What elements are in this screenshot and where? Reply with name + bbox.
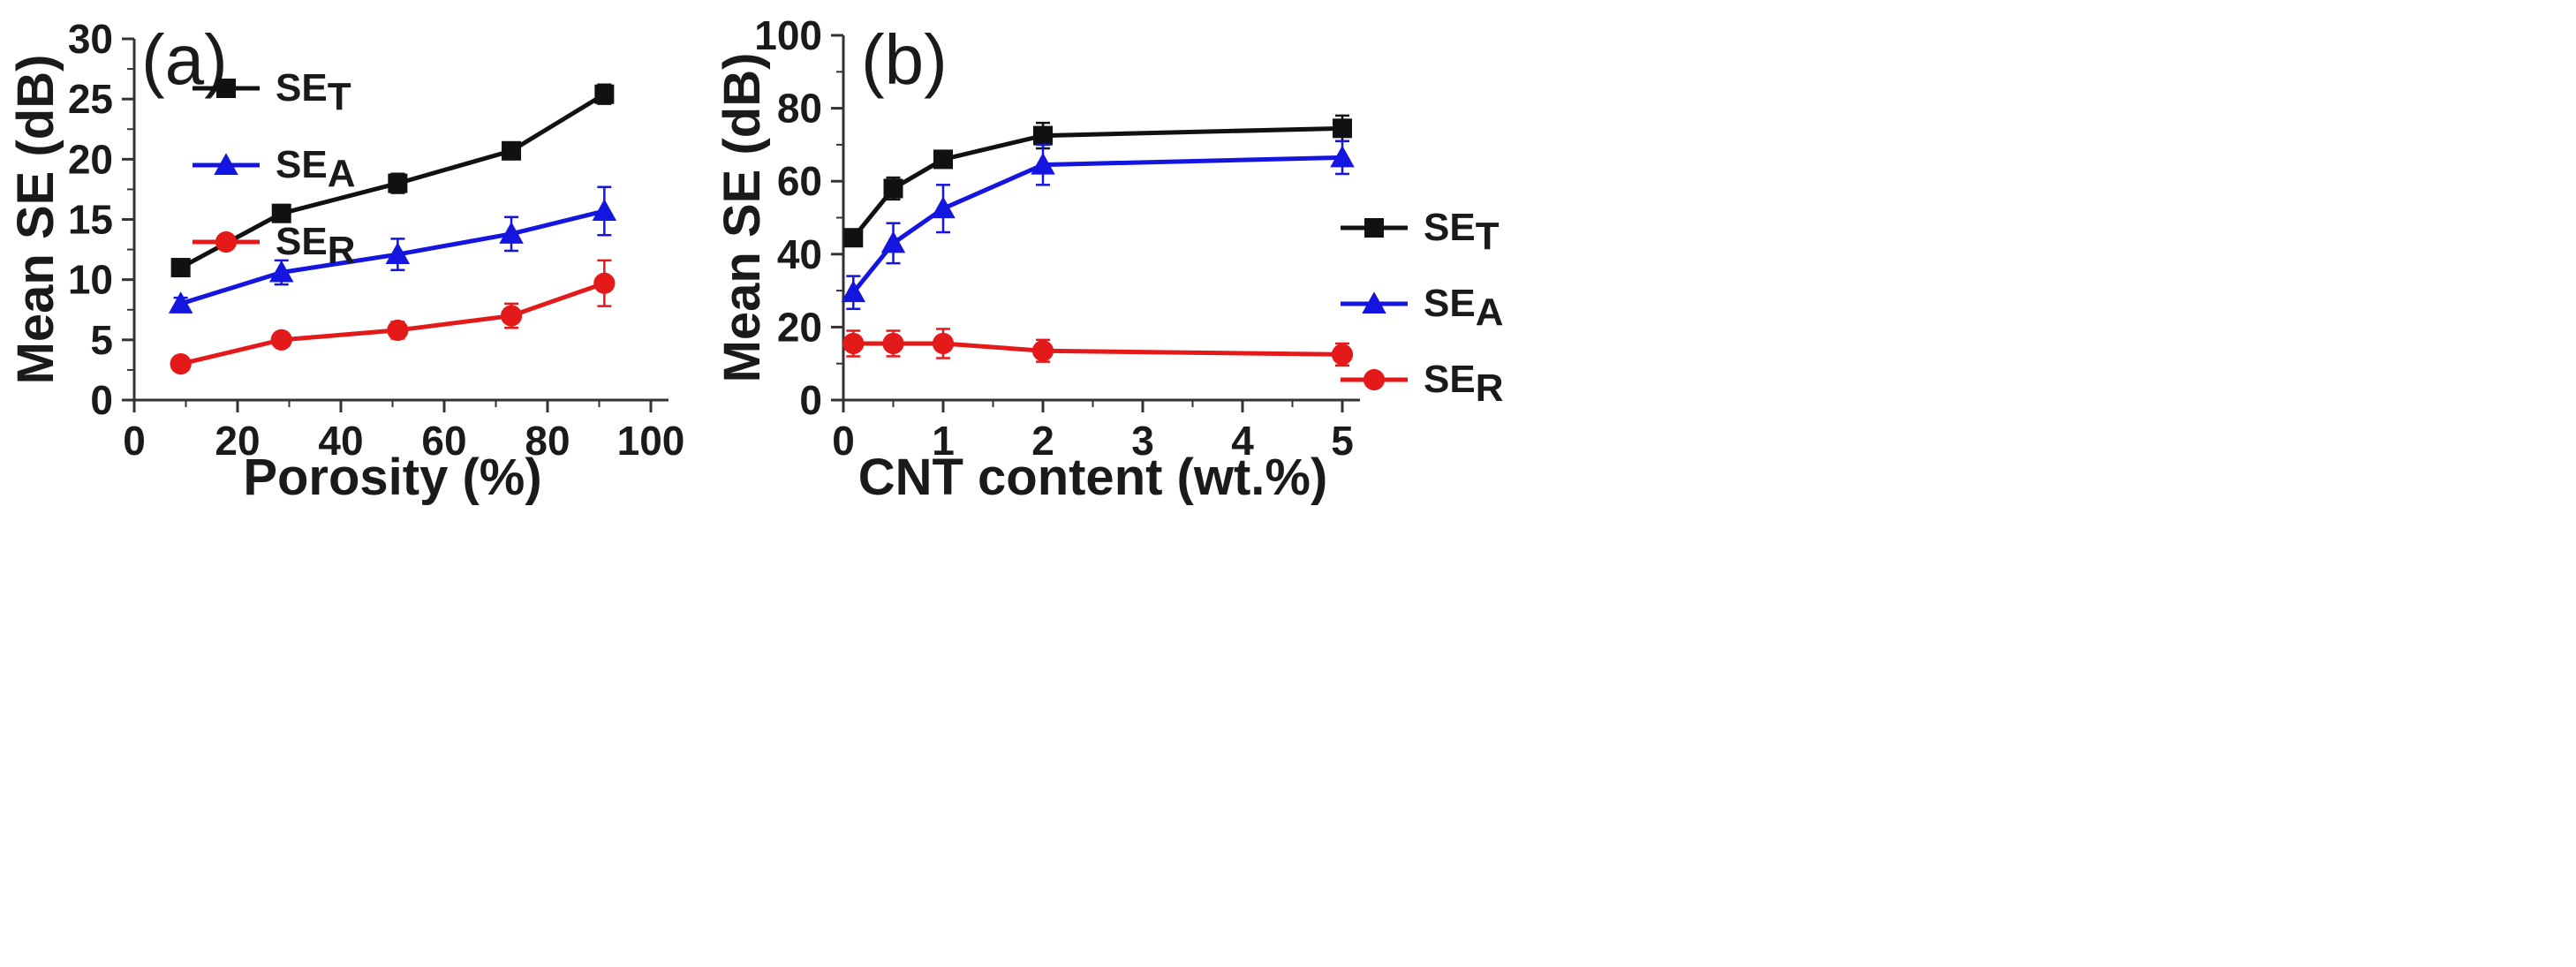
- data-point-SET: [271, 203, 291, 223]
- data-point-SET: [1333, 118, 1352, 139]
- y-axis-label: Mean SE (dB): [7, 55, 64, 385]
- legend-label-subscript: A: [1476, 291, 1504, 334]
- data-point-SEA: [592, 199, 617, 221]
- data-point-SEA: [168, 291, 193, 314]
- legend-marker-SER: [215, 230, 238, 253]
- x-tick-label: 80: [525, 418, 570, 464]
- x-tick-label: 20: [215, 418, 260, 464]
- data-point-SEA: [931, 196, 956, 219]
- legend-label-base: SE: [276, 220, 328, 263]
- legend-label-SET: SET: [1424, 206, 1500, 258]
- y-tick-label: 80: [777, 86, 822, 132]
- legend-marker-SET: [216, 79, 236, 98]
- legend-label-base: SE: [276, 66, 328, 110]
- y-tick-label: 60: [777, 158, 822, 204]
- legend-marker-SEA: [214, 153, 238, 175]
- data-point-SER: [842, 332, 865, 355]
- data-point-SET: [170, 258, 191, 278]
- data-point-SEA: [880, 230, 906, 253]
- data-point-SER: [170, 353, 192, 375]
- x-tick-label: 60: [421, 418, 466, 464]
- data-point-SET: [883, 178, 903, 199]
- legend-label-subscript: R: [1476, 366, 1504, 410]
- data-point-SEA: [1031, 152, 1055, 175]
- panel-label: (b): [861, 20, 948, 99]
- x-tick-label: 40: [318, 418, 363, 464]
- x-axis-label: Porosity (%): [243, 449, 541, 506]
- x-tick-label: 100: [617, 418, 685, 464]
- legend-label-subscript: T: [328, 75, 351, 118]
- data-point-SEA: [268, 260, 294, 283]
- legend-label-base: SE: [1424, 206, 1476, 249]
- x-tick-label: 4: [1231, 418, 1254, 464]
- data-point-SER: [932, 332, 955, 355]
- legend-label-subscript: A: [328, 152, 356, 195]
- legend-label-base: SE: [276, 143, 328, 186]
- x-tick-label: 5: [1331, 418, 1354, 464]
- x-tick-label: 3: [1131, 418, 1154, 464]
- data-point-SET: [594, 84, 615, 104]
- legend-label-SER: SER: [1424, 358, 1503, 410]
- y-tick-label: 40: [777, 231, 822, 277]
- x-tick-label: 2: [1031, 418, 1054, 464]
- legend-label-SEA: SEA: [276, 143, 355, 195]
- y-tick-label: 0: [799, 377, 822, 423]
- x-tick-label: 0: [123, 418, 146, 464]
- data-point-SEA: [1330, 145, 1355, 168]
- y-tick-label: 30: [68, 16, 113, 62]
- x-axis-label: CNT content (wt.%): [858, 449, 1328, 506]
- y-axis-label: Mean SE (dB): [714, 53, 771, 383]
- chart-panel-a: 0 20 40 60 80 100 0 5 10 15 20 25 30 Porosity (%) Mean…: [7, 16, 684, 506]
- y-tick-label: 100: [754, 12, 822, 58]
- legend-label-subscript: T: [1476, 215, 1500, 258]
- legend-label-subscript: R: [328, 229, 356, 272]
- legend-label-SER: SER: [276, 220, 355, 272]
- y-tick-label: 5: [90, 317, 113, 363]
- data-point-SER: [593, 272, 616, 294]
- data-point-SEA: [385, 242, 411, 265]
- data-point-SET: [502, 140, 522, 161]
- series-line-SER: [853, 341, 1343, 357]
- y-tick-label: 20: [777, 304, 822, 350]
- data-point-SEA: [841, 280, 866, 303]
- chart-panel-b: 0 1 2 3 4 5 0 20 40 60 80 100 CNT content (wt.%) Mean…: [714, 12, 1503, 506]
- legend-marker-SET: [1364, 218, 1384, 238]
- data-point-SER: [1031, 340, 1054, 362]
- legend-marker-SER: [1363, 368, 1386, 391]
- panel-label: (a): [141, 20, 228, 99]
- series-line-SEA: [851, 155, 1343, 294]
- data-point-SET: [388, 173, 408, 193]
- legend-label-SET: SET: [276, 66, 351, 118]
- legend-label-base: SE: [1424, 358, 1476, 401]
- legend-marker-SEA: [1362, 291, 1386, 314]
- x-tick-label: 1: [932, 418, 955, 464]
- y-tick-label: 25: [68, 76, 113, 122]
- x-tick-label: 0: [832, 418, 855, 464]
- legend-label-SEA: SEA: [1424, 282, 1503, 334]
- y-tick-label: 20: [68, 136, 113, 182]
- legend-label-base: SE: [1424, 282, 1476, 325]
- data-point-SER: [500, 305, 523, 327]
- y-tick-label: 0: [90, 377, 113, 423]
- y-tick-label: 10: [68, 257, 113, 303]
- data-point-SET: [843, 228, 864, 248]
- data-point-SEA: [499, 222, 524, 244]
- data-point-SET: [1033, 125, 1053, 146]
- data-point-SER: [270, 329, 292, 351]
- data-point-SER: [387, 319, 409, 342]
- y-tick-label: 15: [68, 197, 113, 243]
- data-point-SET: [933, 149, 953, 170]
- data-point-SER: [882, 332, 904, 355]
- data-point-SER: [1331, 344, 1354, 366]
